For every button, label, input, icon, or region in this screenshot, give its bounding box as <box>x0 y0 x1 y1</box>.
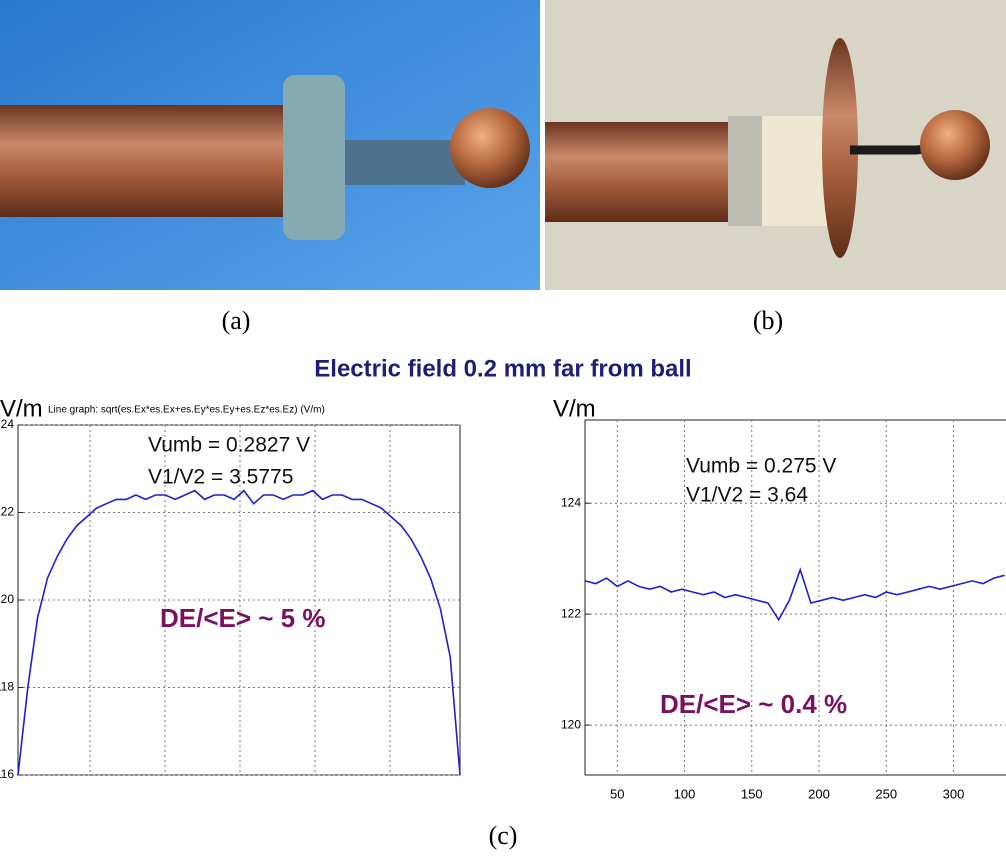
y-axis-label: V/m <box>0 395 43 422</box>
data-line <box>17 489 461 776</box>
annotation: V1/V2 = 3.5775 <box>148 466 293 489</box>
annotation: DE/<E> ~ 0.4 % <box>660 689 847 719</box>
y-tick-label: 120 <box>0 592 14 606</box>
x-tick-label: 50 <box>610 786 624 801</box>
x-tick-label: 200 <box>808 786 830 801</box>
y-tick-label: 122 <box>561 606 581 620</box>
caption: (a) <box>222 306 251 335</box>
y-tick-label: 124 <box>0 417 14 431</box>
x-tick-label: 100 <box>674 786 696 801</box>
chart-left: 116 118 120 122 124V/m Line graph: sqrt(es.Ex… <box>0 395 461 781</box>
figure-title: Electric field 0.2 mm far from ball <box>314 355 691 382</box>
caption: (b) <box>753 306 783 335</box>
annotation: Vumb = 0.2827 V <box>148 434 310 457</box>
x-tick-label: 300 <box>943 786 965 801</box>
x-tick-label: 250 <box>875 786 897 801</box>
plot-frame <box>584 419 1006 776</box>
y-tick-label: 124 <box>561 495 581 509</box>
photo-b <box>545 0 1006 290</box>
annotation: V1/V2 = 3.64 <box>686 484 808 507</box>
y-axis-label: V/m <box>553 395 596 422</box>
annotation: Vumb = 0.275 V <box>686 455 836 478</box>
caption: (c) <box>489 821 518 850</box>
chart-subtitle: Line graph: sqrt(es.Ex*es.Ex+es.Ey*es.Ey… <box>48 405 325 416</box>
chart-right: 120 122 124 50 100 150 200 250 300 V/m Vumb = 0.27… <box>553 395 1006 801</box>
y-tick-label: 118 <box>0 680 14 694</box>
y-tick-label: 120 <box>561 717 581 731</box>
y-tick-label: 122 <box>0 505 14 519</box>
data-line <box>584 567 1005 622</box>
x-tick-label: 150 <box>741 786 763 801</box>
photo-a <box>0 0 540 290</box>
annotation: DE/<E> ~ 5 % <box>160 603 325 633</box>
y-tick-label: 116 <box>0 767 14 781</box>
